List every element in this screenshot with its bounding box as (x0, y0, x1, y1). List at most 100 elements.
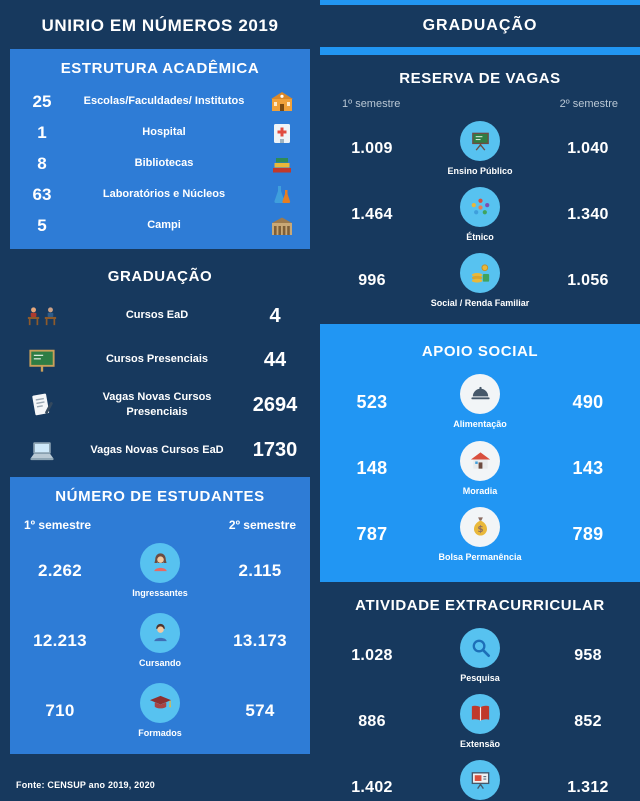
lab-icon (264, 183, 300, 207)
stat-label: Moradia (462, 485, 498, 496)
stat-row: 148 Moradia 143 (328, 436, 632, 502)
right-column-title: GRADUAÇÃO (320, 5, 640, 47)
semester-2-value: 574 (245, 701, 275, 721)
section-title: GRADUAÇÃO (107, 268, 213, 285)
stat-value: 5 (37, 215, 47, 235)
semester-2-value: 1.340 (567, 206, 609, 224)
semester-headers: 1º semestre 2º semestre (328, 96, 632, 116)
semester-2-value: 490 (572, 391, 604, 412)
stat-label: Social / Renda Familiar (430, 298, 530, 309)
student-boy-icon (140, 612, 180, 653)
section-title: NÚMERO DE ESTUDANTES (55, 487, 265, 505)
graduation-cap-icon (140, 683, 180, 724)
semester-1-header: 1º semestre (342, 98, 401, 110)
campus-icon (264, 214, 300, 238)
stat-value: 2694 (252, 393, 298, 416)
section-reserva-de-vagas: RESERVA DE VAGAS 1º semestre 2º semestre… (320, 55, 640, 325)
source-note: Fonte: CENSUP ano 2019, 2020 (16, 780, 155, 790)
notebook-icon (16, 391, 68, 419)
house-icon (460, 440, 500, 481)
stat-label: Campi (147, 219, 181, 232)
section-apoio-social: APOIO SOCIAL 523 Alimentação 490 148 (320, 324, 640, 573)
stat-row: 787 $ Bolsa Permanência 789 (328, 502, 632, 568)
semester-1-value: 523 (356, 391, 388, 412)
stat-row: 1.009 Ensino Público 1.040 (328, 116, 632, 182)
semester-2-header: 2º semestre (559, 98, 618, 110)
stat-center: Ensino Público (416, 121, 544, 177)
stat-row: 63 Laboratórios e Núcleos (16, 179, 304, 210)
stat-center: Étnico (416, 187, 544, 243)
section-title: ATIVIDADE EXTRACURRICULAR (355, 596, 605, 614)
laptop-icon (16, 437, 68, 465)
stat-label: Ensino Público (447, 166, 513, 176)
desks-icon (16, 302, 68, 330)
stat-row: 1.464 Étnico 1.340 (328, 182, 632, 248)
semester-2-value: 13.173 (233, 630, 287, 650)
stat-label: Cursos Presenciais (105, 353, 209, 366)
section-title: APOIO SOCIAL (421, 343, 539, 361)
people-group-icon (460, 187, 500, 228)
stat-value: 1 (37, 122, 47, 142)
right-column: GRADUAÇÃO RESERVA DE VAGAS 1º semestre 2… (320, 0, 640, 801)
stat-row: 2.262 Ingressantes 2.115 (16, 536, 304, 606)
food-icon (460, 374, 500, 415)
stat-row: Cursos Presenciais 44 (14, 338, 306, 382)
stat-label: Bibliotecas (134, 157, 194, 170)
stat-value: 8 (37, 153, 47, 173)
stat-center: Extensão (416, 693, 544, 750)
stat-row: 8 Bibliotecas (16, 148, 304, 179)
section-estrutura-academica: ESTRUTURA ACADÊMICA 25 Escolas/Faculdade… (10, 49, 310, 249)
semester-2-value: 958 (574, 646, 602, 664)
stat-label: Vagas Novas Cursos EaD (90, 444, 224, 457)
semester-1-header: 1º semestre (24, 517, 92, 532)
stat-label: Laboratórios e Núcleos (102, 188, 226, 201)
stat-row: 1 Hospital (16, 117, 304, 148)
semester-1-value: 1.028 (351, 646, 393, 664)
stat-label: Cursos EaD (125, 309, 189, 322)
presentation-board-icon (460, 760, 500, 801)
left-column: UNIRIO EM NÚMEROS 2019 ESTRUTURA ACADÊMI… (0, 0, 320, 801)
stat-row: 5 Campi (16, 210, 304, 241)
stat-row: 710 Formados 574 (16, 676, 304, 746)
stat-value: 63 (32, 184, 52, 204)
stat-label: Alimentação (453, 419, 507, 430)
semester-1-value: 1.464 (351, 206, 393, 224)
stat-center: Cursando (104, 612, 216, 669)
stat-row: 886 Extensão 852 (328, 689, 632, 755)
stat-label: Bolsa Permanência (438, 551, 522, 562)
hospital-icon (264, 121, 300, 145)
semester-2-value: 143 (572, 458, 604, 479)
semester-2-value: 1.312 (567, 779, 609, 797)
stat-row: 1.402 Monitoria 1.312 (328, 755, 632, 801)
books-icon (264, 152, 300, 176)
stat-center: Monitoria (416, 760, 544, 801)
stat-center: $ Bolsa Permanência (416, 506, 544, 563)
semester-1-value: 2.262 (37, 560, 83, 580)
stat-center: Alimentação (416, 374, 544, 430)
stat-row: 996 Social / Renda Familiar 1.056 (328, 248, 632, 314)
semester-1-value: 886 (358, 713, 386, 731)
stat-center: Moradia (416, 440, 544, 497)
stat-label: Ingressantes (132, 587, 188, 598)
stat-row: 1.028 Pesquisa 958 (328, 623, 632, 689)
stat-label: Hospital (142, 126, 186, 139)
semester-1-value: 787 (356, 524, 388, 545)
stat-center: Formados (104, 683, 216, 739)
semester-2-value: 1.056 (567, 272, 609, 290)
section-title: RESERVA DE VAGAS (399, 70, 561, 87)
stat-label: Cursando (138, 657, 181, 668)
semester-1-value: 148 (356, 458, 388, 479)
stat-row: 523 Alimentação 490 (328, 369, 632, 435)
stat-label: Formados (138, 728, 182, 739)
semester-2-header: 2º semestre (228, 517, 296, 532)
section-atividade-extracurricular: ATIVIDADE EXTRACURRICULAR 1.028 Pesquisa… (320, 581, 640, 801)
stat-label: Extensão (459, 738, 501, 749)
semester-2-value: 852 (574, 713, 602, 731)
section-numero-estudantes: NÚMERO DE ESTUDANTES 1º semestre 2º seme… (10, 476, 310, 755)
stat-row: 12.213 Cursando 13.173 (16, 606, 304, 676)
stat-row: Vagas Novas Cursos EaD 1730 (14, 429, 306, 473)
stat-label: Pesquisa (460, 672, 500, 683)
svg-text:$: $ (477, 525, 483, 535)
section-title: ESTRUTURA ACADÊMICA (60, 60, 260, 77)
